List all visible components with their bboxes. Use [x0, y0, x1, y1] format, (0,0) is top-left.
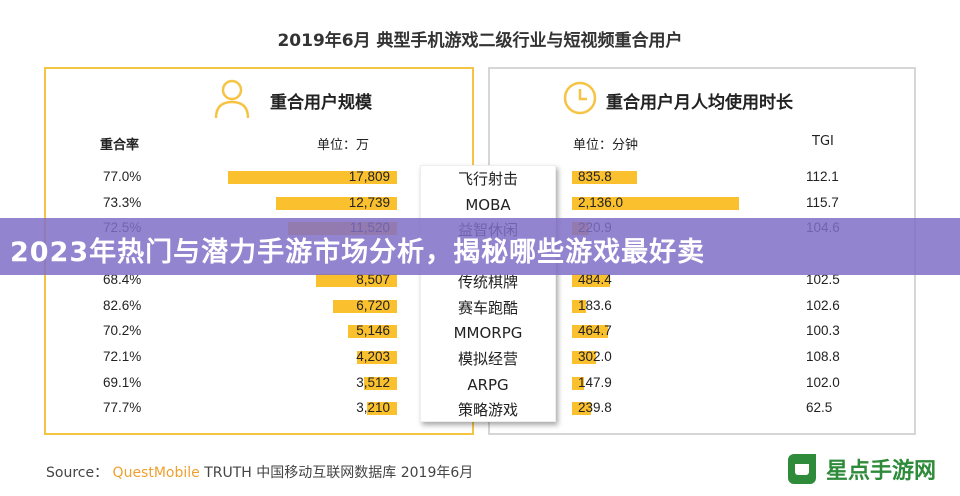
source-rest: TRUTH 中国移动互联网数据库 2019年6月: [204, 465, 474, 481]
time-bar: [572, 171, 638, 184]
category-label: 传统棋牌: [457, 272, 518, 291]
users-unit: 单位：万: [317, 138, 370, 153]
users-label: 6,720: [356, 297, 390, 313]
users-bar: [366, 402, 397, 416]
users-label: 8,507: [356, 271, 390, 287]
tgi-value: 115.7: [806, 194, 839, 210]
time-bar: [572, 402, 591, 416]
share-value: 77.7%: [103, 400, 142, 416]
time-bar: [572, 376, 584, 390]
tgi-header: TGI: [812, 134, 834, 149]
time-bar: [572, 273, 610, 287]
tgi-value: 112.1: [806, 169, 839, 184]
share-value: 68.4%: [103, 271, 142, 287]
tgi-value: 100.3: [806, 323, 840, 339]
category-label: 飞行射击: [457, 170, 518, 188]
users-bar: [348, 325, 397, 339]
source-brand: QuestMobile: [112, 465, 200, 481]
time-label: 239.8: [578, 400, 612, 416]
chart-title: 2019年6月 典型手机游戏二级行业与短视频重合用户: [277, 31, 683, 51]
tgi-value: 108.8: [806, 348, 840, 364]
users-label: 3,210: [356, 400, 390, 416]
time-unit: 单位：分钟: [573, 138, 639, 153]
right-panel-title: 重合用户月人均使用时长: [606, 93, 793, 113]
users-bar: [363, 376, 397, 390]
share-value: 82.6%: [103, 297, 142, 313]
time-label: 2,136.0: [578, 194, 624, 210]
users-bar: [316, 273, 397, 287]
tgi-value: 62.5: [806, 400, 833, 416]
share-value: 70.2%: [103, 323, 142, 339]
time-bar: [572, 325, 609, 339]
overlay-banner-text: 2023年热门与潜力手游市场分析，揭秘哪些游戏最好卖: [10, 237, 706, 268]
tgi-value: 102.0: [806, 374, 840, 390]
time-label: 464.7: [578, 323, 612, 339]
share-value: 69.1%: [103, 374, 142, 390]
time-label: 147.9: [578, 374, 612, 390]
category-label: MOBA: [465, 195, 511, 214]
category-label: 策略游戏: [457, 401, 518, 420]
logo-text: 星点手游网: [826, 458, 937, 484]
category-label: 赛车跑酷: [457, 298, 518, 317]
users-label: 3,512: [356, 374, 390, 390]
category-label: ARPG: [467, 375, 509, 394]
users-label: 17,809: [348, 169, 390, 184]
person-icon: [214, 79, 250, 119]
users-label: 5,146: [356, 323, 390, 339]
users-bar: [357, 350, 397, 364]
time-label: 835.8: [578, 169, 612, 184]
users-bar: [228, 171, 397, 184]
time-label: 183.6: [578, 297, 612, 313]
time-label: 302.0: [578, 348, 612, 364]
overlay-banner: [0, 218, 960, 275]
users-label: 4,203: [356, 348, 390, 364]
time-bar: [572, 299, 587, 313]
time-bar: [572, 196, 739, 210]
tgi-value: 102.6: [806, 297, 840, 313]
left-panel-title: 重合用户规模: [270, 93, 372, 113]
share-header: 重合率: [100, 138, 140, 153]
source-footer: Source： QuestMobile TRUTH 中国移动互联网数据库 201…: [46, 462, 473, 482]
time-bar: [572, 350, 596, 364]
share-value: 77.0%: [103, 169, 142, 184]
share-value: 72.1%: [103, 348, 142, 364]
time-label: 484.4: [578, 271, 612, 287]
tgi-value: 102.5: [806, 271, 840, 287]
users-label: 12,739: [348, 194, 390, 210]
logo-icon: [788, 454, 816, 484]
users-bar: [276, 196, 397, 210]
share-value: 73.3%: [103, 194, 142, 210]
site-logo: 星点手游网: [786, 452, 936, 486]
category-label: MMORPG: [453, 324, 523, 343]
users-bar: [333, 299, 397, 313]
category-list: 飞行射击MOBA益智休闲传统棋牌赛车跑酷MMORPG模拟经营ARPG策略游戏: [420, 165, 556, 422]
category-label: 模拟经营: [457, 349, 518, 368]
clock-icon: [563, 81, 597, 115]
source-label: Source：: [46, 465, 109, 481]
